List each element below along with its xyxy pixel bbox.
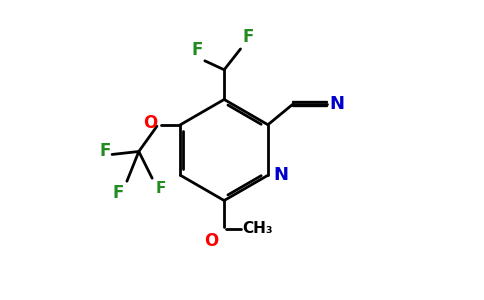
Text: F: F [113,184,124,202]
Text: N: N [330,95,345,113]
Text: O: O [204,232,218,250]
Text: F: F [191,41,202,59]
Text: F: F [155,181,166,196]
Text: O: O [143,114,157,132]
Text: F: F [99,142,110,160]
Text: F: F [242,28,254,46]
Text: CH₃: CH₃ [242,221,273,236]
Text: N: N [273,166,288,184]
